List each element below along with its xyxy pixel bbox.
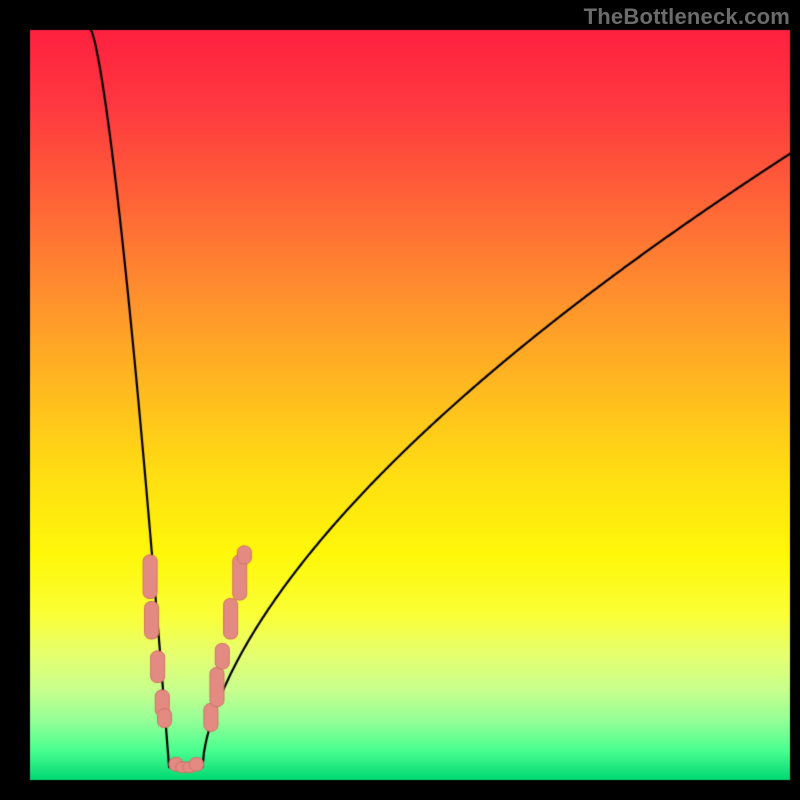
watermark-text: TheBottleneck.com (584, 4, 790, 30)
bottleneck-chart-canvas (0, 0, 800, 800)
